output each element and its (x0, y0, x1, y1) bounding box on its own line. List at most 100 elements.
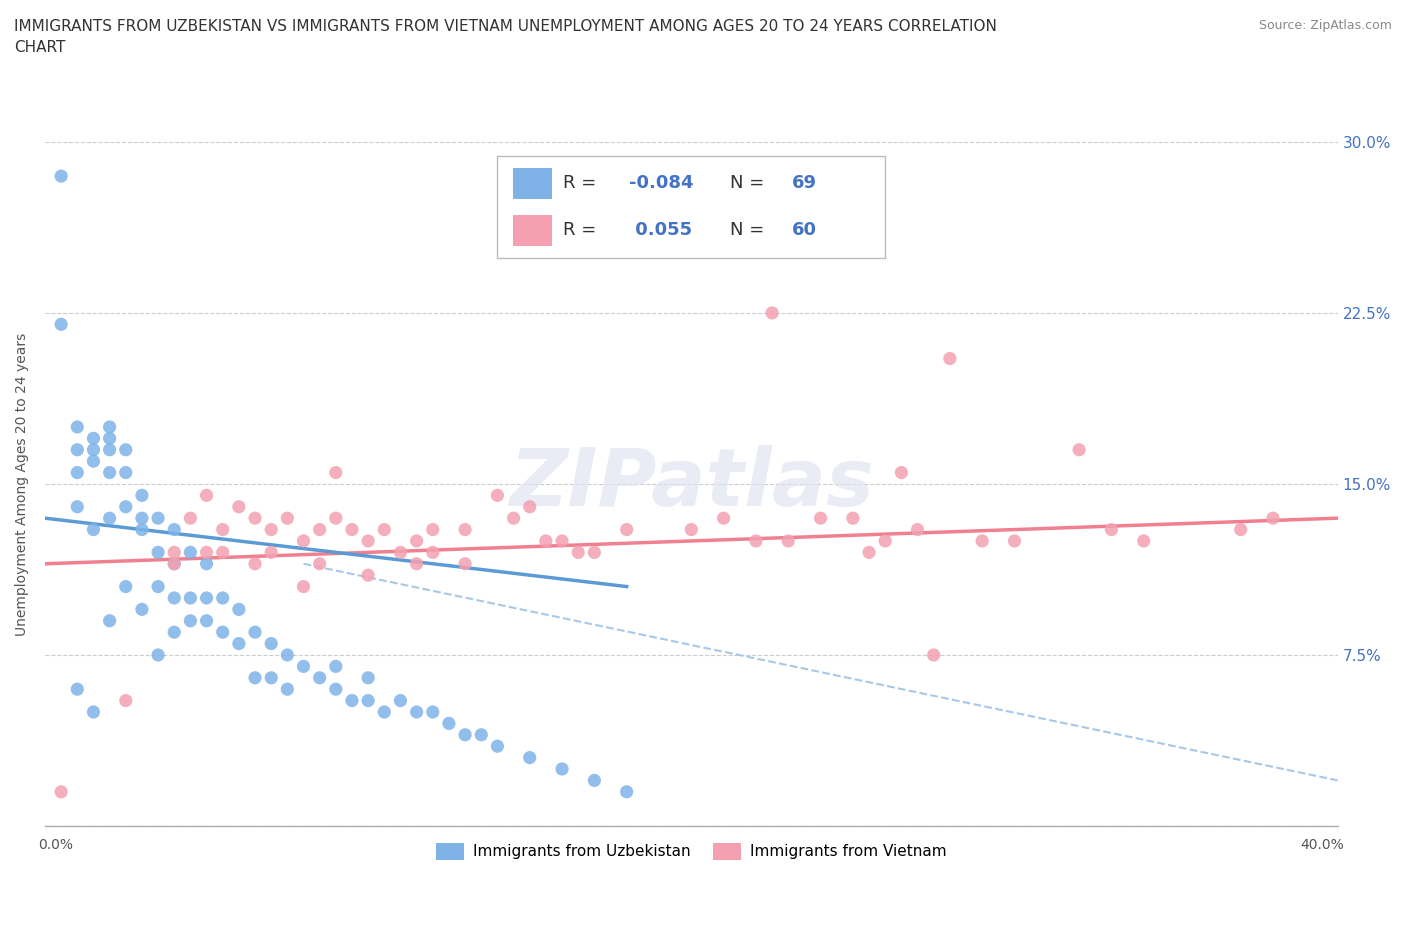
Point (292, 579, 315, 594)
Point (972, 534, 994, 549)
Point (292, 659, 315, 674)
Point (437, 716, 460, 731)
Point (325, 659, 347, 674)
Point (195, 614, 218, 629)
Point (454, 556, 477, 571)
Point (195, 556, 218, 571)
Point (179, 511, 201, 525)
Point (486, 738, 509, 753)
Point (82, 705, 104, 720)
Point (422, 522, 444, 537)
Point (502, 511, 524, 525)
Point (276, 682, 298, 697)
Point (357, 534, 380, 549)
Point (1261, 511, 1284, 525)
Point (114, 465, 136, 480)
Point (405, 556, 427, 571)
Point (922, 647, 945, 662)
Point (761, 305, 783, 320)
Point (98, 511, 121, 525)
Point (211, 591, 233, 605)
Legend: Immigrants from Uzbekistan, Immigrants from Vietnam: Immigrants from Uzbekistan, Immigrants f… (430, 836, 953, 866)
Point (519, 751, 541, 765)
Point (66, 465, 89, 480)
Point (1004, 534, 1026, 549)
Point (179, 591, 201, 605)
Point (745, 534, 768, 549)
Point (49, 168, 72, 183)
Point (146, 545, 169, 560)
Point (243, 625, 266, 640)
Point (389, 693, 412, 708)
Point (82, 522, 104, 537)
Text: IMMIGRANTS FROM UZBEKISTAN VS IMMIGRANTS FROM VIETNAM UNEMPLOYMENT AMONG AGES 20: IMMIGRANTS FROM UZBEKISTAN VS IMMIGRANTS… (14, 19, 997, 55)
Point (616, 784, 638, 799)
Point (340, 522, 363, 537)
Point (211, 522, 233, 537)
Point (422, 705, 444, 720)
Point (260, 522, 283, 537)
Point (195, 545, 218, 560)
Point (1132, 534, 1154, 549)
Point (114, 443, 136, 458)
Point (195, 488, 218, 503)
Point (890, 465, 912, 480)
Point (454, 522, 477, 537)
Point (98, 419, 121, 434)
Point (470, 727, 492, 742)
Point (373, 705, 395, 720)
Point (357, 693, 380, 708)
Point (131, 602, 153, 617)
Point (243, 671, 266, 685)
Point (82, 443, 104, 458)
Point (66, 419, 89, 434)
Point (907, 522, 929, 537)
Point (405, 534, 427, 549)
Point (163, 591, 186, 605)
Point (163, 556, 186, 571)
Point (357, 567, 380, 582)
Point (114, 693, 136, 708)
Point (146, 579, 169, 594)
Point (66, 682, 89, 697)
Point (325, 465, 347, 480)
Point (146, 647, 169, 662)
Point (939, 352, 962, 366)
Point (49, 317, 72, 332)
Point (179, 614, 201, 629)
Point (405, 705, 427, 720)
Point (146, 511, 169, 525)
Point (583, 545, 606, 560)
Point (131, 511, 153, 525)
Point (551, 534, 574, 549)
Point (98, 614, 121, 629)
Point (454, 727, 477, 742)
Point (211, 625, 233, 640)
Point (82, 431, 104, 445)
Point (228, 602, 250, 617)
Text: ZIPatlas: ZIPatlas (509, 445, 873, 523)
Point (357, 671, 380, 685)
Point (858, 545, 880, 560)
Y-axis label: Unemployment Among Ages 20 to 24 years: Unemployment Among Ages 20 to 24 years (15, 332, 30, 635)
Point (534, 534, 557, 549)
Point (325, 511, 347, 525)
Point (681, 522, 703, 537)
Point (228, 636, 250, 651)
Point (1229, 522, 1251, 537)
Text: 40.0%: 40.0% (1301, 838, 1344, 852)
Point (616, 522, 638, 537)
Point (243, 511, 266, 525)
Point (82, 454, 104, 469)
Point (163, 522, 186, 537)
Point (195, 591, 218, 605)
Point (842, 511, 865, 525)
Point (373, 522, 395, 537)
Point (179, 545, 201, 560)
Point (243, 556, 266, 571)
Point (228, 499, 250, 514)
Point (114, 499, 136, 514)
Point (567, 545, 589, 560)
Point (875, 534, 897, 549)
Point (276, 511, 298, 525)
